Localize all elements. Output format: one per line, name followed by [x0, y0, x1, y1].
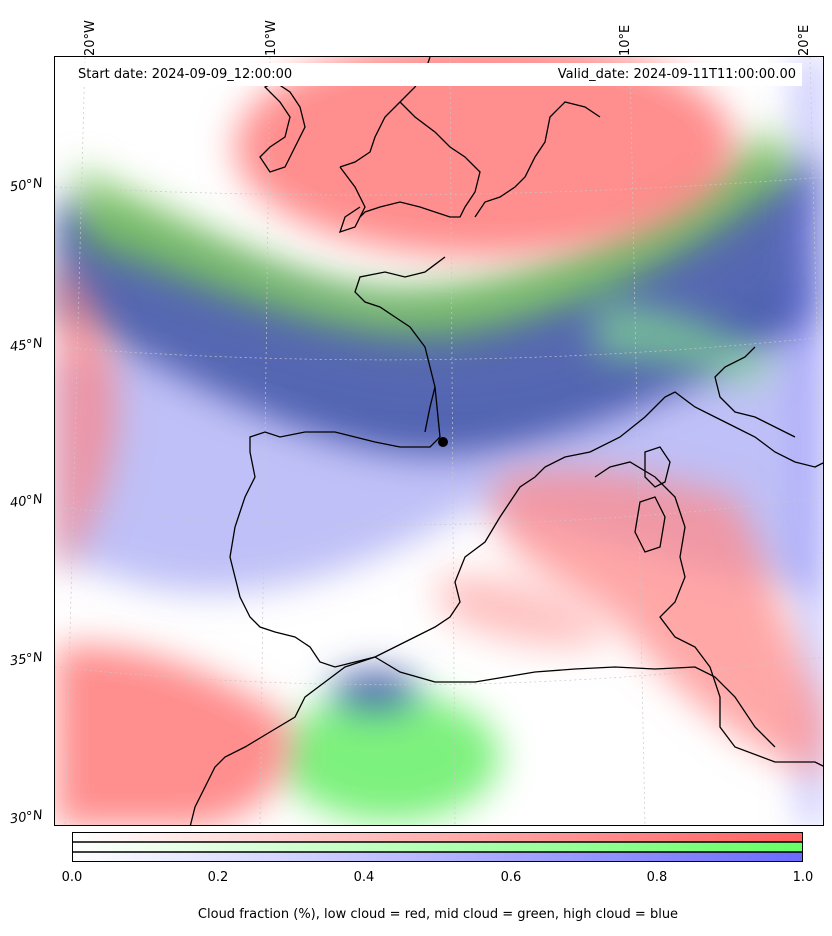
- colorbar-tick: 0.0: [61, 870, 83, 885]
- cloud-fraction-map[interactable]: [54, 56, 824, 826]
- colorbar-low-cloud: [72, 832, 803, 842]
- lon-label-20e: 20°E: [797, 24, 812, 56]
- colorbar-tick: 0.2: [207, 870, 229, 885]
- lat-label-35n: 35°N: [9, 649, 44, 670]
- lat-label-40n: 40°N: [9, 491, 44, 512]
- colorbar-caption: Cloud fraction (%), low cloud = red, mid…: [197, 907, 679, 922]
- colorbar-tick: 1.0: [792, 870, 814, 885]
- lon-label-10w: 10°W: [264, 20, 279, 56]
- map-canvas: [55, 57, 823, 825]
- graticule: [55, 57, 823, 825]
- date-header: Start date: 2024-09-09_12:00:00 Valid_da…: [72, 63, 802, 86]
- valid-date-label: Valid_date: 2024-09-11T11:00:00.00: [557, 67, 796, 82]
- lat-label-30n: 30°N: [9, 807, 44, 828]
- lon-label-20w: 20°W: [83, 20, 98, 56]
- colorbar-tick: 0.6: [500, 870, 522, 885]
- lat-label-45n: 45°N: [9, 335, 44, 356]
- mid-cloud-layer: [75, 127, 795, 822]
- colorbar-tick: 0.8: [646, 870, 668, 885]
- lat-label-50n: 50°N: [9, 175, 44, 196]
- colorbar-tick: 0.4: [353, 870, 375, 885]
- start-date-label: Start date: 2024-09-09_12:00:00: [78, 67, 293, 82]
- colorbar-mid-cloud: [72, 842, 803, 852]
- colorbar: [72, 832, 803, 862]
- low-cloud-layer: [55, 57, 823, 825]
- colorbar-high-cloud: [72, 852, 803, 862]
- location-marker: [438, 437, 448, 447]
- lon-label-10e: 10°E: [618, 24, 633, 56]
